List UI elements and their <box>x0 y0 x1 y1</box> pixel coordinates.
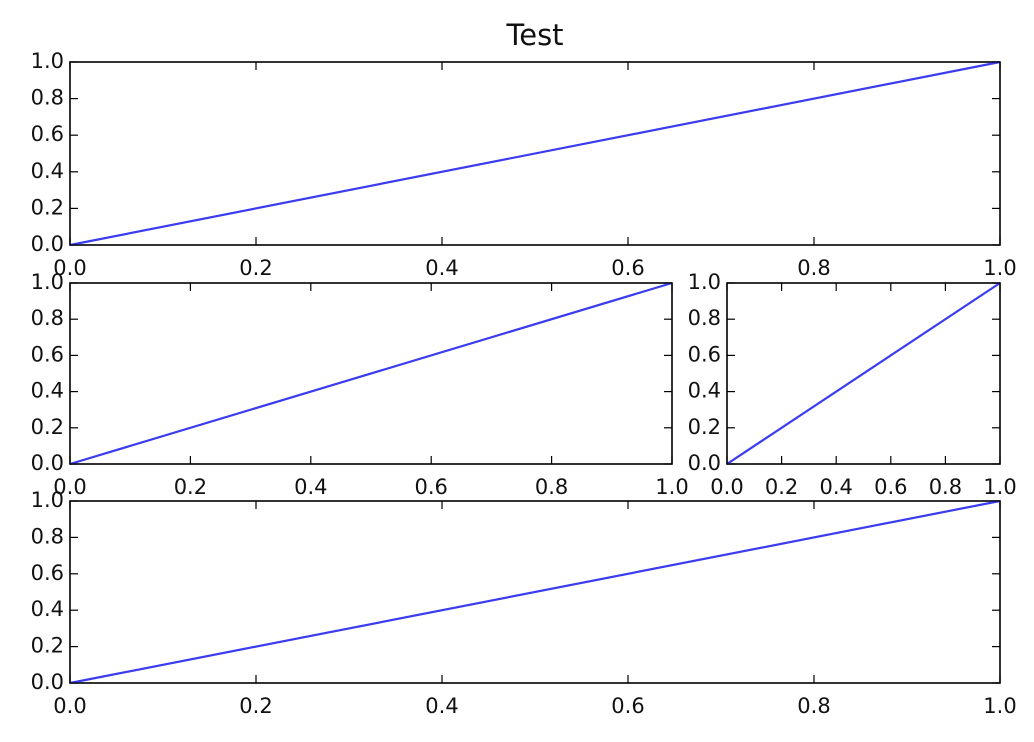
y-tick-label: 0.4 <box>31 379 64 403</box>
x-tick-label: 0.6 <box>611 694 644 718</box>
y-tick-label: 1.0 <box>31 270 64 294</box>
y-tick-label: 0.8 <box>31 524 64 548</box>
line <box>69 499 1001 685</box>
y-tick-label: 0.8 <box>688 306 721 330</box>
y-tick-label: 0.2 <box>31 634 64 658</box>
y-tick-label: 0.4 <box>31 597 64 621</box>
line <box>726 282 1001 465</box>
x-tick-label: 1.0 <box>655 475 688 499</box>
y-tick-label: 0.2 <box>688 415 721 439</box>
chart-title: Test <box>505 18 563 52</box>
y-tick-label: 0.6 <box>688 342 721 366</box>
x-tick-label: 0.8 <box>797 256 830 280</box>
x-tick-label: 0.6 <box>611 256 644 280</box>
line <box>69 281 673 466</box>
y-tick-label: 0.4 <box>31 159 64 183</box>
y-tick-label: 0.0 <box>31 451 64 475</box>
x-tick-label: 0.4 <box>425 694 458 718</box>
x-tick-label: 0.8 <box>535 475 568 499</box>
x-tick-label: 0.0 <box>53 256 86 280</box>
y-tick-label: 0.2 <box>31 195 64 219</box>
line <box>69 60 1001 247</box>
y-tick-label: 1.0 <box>688 270 721 294</box>
y-tick-label: 0.0 <box>688 451 721 475</box>
x-tick-label: 0.0 <box>710 475 743 499</box>
y-tick-label: 0.6 <box>31 342 64 366</box>
x-tick-label: 0.2 <box>239 694 272 718</box>
y-tick-label: 0.0 <box>31 232 64 256</box>
y-tick-label: 0.2 <box>31 415 64 439</box>
x-tick-label: 1.0 <box>983 694 1016 718</box>
x-tick-label: 0.6 <box>414 475 447 499</box>
x-tick-label: 0.0 <box>53 475 86 499</box>
x-tick-label: 0.6 <box>874 475 907 499</box>
y-tick-label: 0.4 <box>688 379 721 403</box>
x-tick-label: 0.2 <box>239 256 272 280</box>
x-tick-label: 0.8 <box>929 475 962 499</box>
x-tick-label: 0.2 <box>174 475 207 499</box>
y-tick-label: 0.0 <box>31 670 64 694</box>
y-tick-label: 0.6 <box>31 561 64 585</box>
y-tick-label: 0.8 <box>31 86 64 110</box>
x-tick-label: 1.0 <box>983 475 1016 499</box>
x-tick-label: 0.4 <box>294 475 327 499</box>
x-tick-label: 0.4 <box>819 475 852 499</box>
x-tick-label: 0.8 <box>797 694 830 718</box>
x-tick-label: 1.0 <box>983 256 1016 280</box>
x-tick-label: 0.4 <box>425 256 458 280</box>
y-tick-label: 1.0 <box>31 488 64 512</box>
x-tick-label: 0.0 <box>53 694 86 718</box>
y-tick-label: 0.6 <box>31 122 64 146</box>
x-tick-label: 0.2 <box>765 475 798 499</box>
y-tick-label: 0.8 <box>31 306 64 330</box>
y-tick-label: 1.0 <box>31 49 64 73</box>
